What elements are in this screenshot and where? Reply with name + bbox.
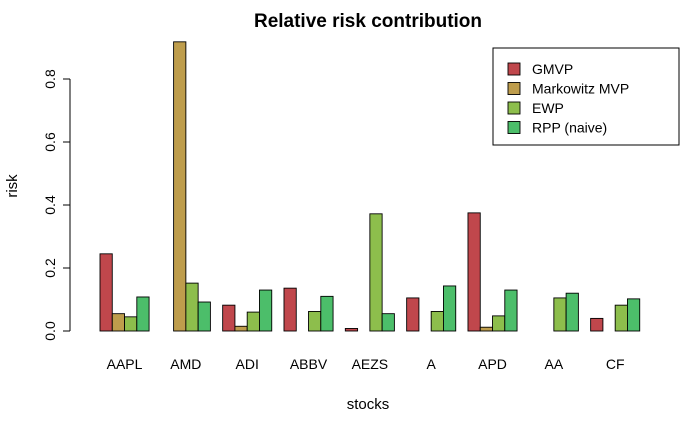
- x-tick-label: AA: [545, 356, 564, 372]
- bar: [197, 301, 211, 332]
- legend-swatch: [507, 62, 521, 76]
- legend-swatch: [507, 82, 521, 95]
- y-tick-label: 0.8: [42, 69, 58, 89]
- bar: [614, 304, 628, 332]
- x-tick-label: AAPL: [107, 356, 143, 372]
- legend: GMVP Markowitz MVP EWP RPP (naive): [492, 47, 680, 146]
- bar: [479, 326, 493, 332]
- x-tick-label: A: [427, 356, 437, 372]
- bar: [344, 328, 359, 332]
- y-tick-label: 0.4: [42, 195, 58, 215]
- bar: [124, 316, 138, 332]
- bar: [406, 297, 420, 332]
- bar: [185, 282, 199, 332]
- bar: [111, 313, 125, 332]
- x-tick-label: ABBV: [290, 356, 328, 372]
- y-tick-label: 0.0: [42, 321, 58, 341]
- x-tick-label: AMD: [170, 356, 201, 372]
- bar: [553, 297, 567, 332]
- bar: [369, 213, 383, 332]
- bar: [565, 292, 579, 332]
- bar: [259, 289, 273, 332]
- x-tick-label: ADI: [236, 356, 259, 372]
- x-tick-labels: AAPL AMD ADI ABBV AEZS A APD AA CF: [107, 356, 625, 372]
- bar: [627, 298, 641, 332]
- bar: [222, 304, 236, 332]
- legend-swatch: [507, 121, 521, 134]
- y-tick-label: 0.6: [42, 132, 58, 152]
- x-tick-label: AEZS: [352, 356, 389, 372]
- bar: [136, 296, 150, 332]
- y-tick-label: 0.2: [42, 258, 58, 278]
- bar: [99, 253, 113, 332]
- bar: [590, 317, 604, 332]
- x-tick-label: APD: [478, 356, 507, 372]
- legend-box: [492, 47, 680, 146]
- y-axis: 0.0 0.2 0.4 0.6 0.8: [42, 69, 71, 341]
- legend-label: EWP: [532, 100, 564, 116]
- bar: [283, 287, 297, 332]
- bar: [492, 315, 506, 332]
- bars: [99, 41, 641, 332]
- legend-label: GMVP: [532, 61, 573, 77]
- x-axis-label: stocks: [347, 396, 390, 413]
- bar: [381, 313, 395, 332]
- bar: [443, 285, 457, 332]
- legend-label: RPP (naive): [532, 120, 607, 136]
- bar: [467, 212, 481, 332]
- y-axis-label: risk: [4, 174, 21, 198]
- legend-swatch: [507, 101, 521, 115]
- legend-label: Markowitz MVP: [532, 81, 629, 97]
- bar: [320, 295, 334, 332]
- bar: [234, 325, 248, 332]
- bar: [173, 41, 187, 332]
- bar: [504, 289, 518, 332]
- bar: [246, 311, 260, 332]
- x-tick-label: CF: [606, 356, 625, 372]
- bar: [430, 311, 444, 332]
- chart-title: Relative risk contribution: [254, 11, 482, 32]
- bar: [308, 311, 322, 332]
